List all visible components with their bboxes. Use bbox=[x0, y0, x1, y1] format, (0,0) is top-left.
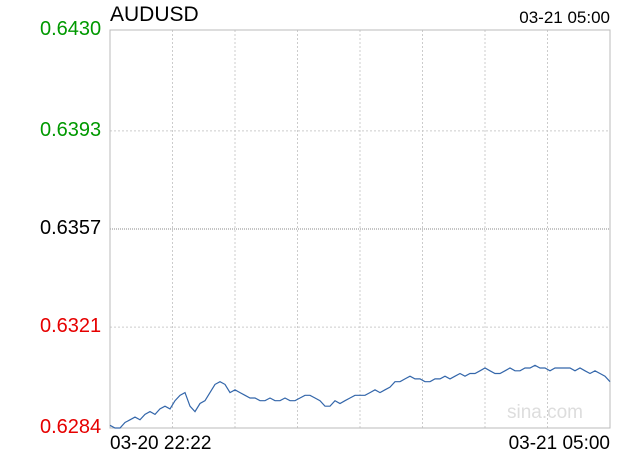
price-line-series bbox=[109, 364, 611, 429]
y-tick-label: 0.6357 bbox=[40, 217, 102, 239]
y-tick-label: 0.6284 bbox=[40, 416, 102, 438]
y-tick-label: 0.6321 bbox=[40, 315, 102, 338]
y-tick-label: 0.6393 bbox=[40, 118, 102, 141]
x-axis-start-label: 03-20 22:22 bbox=[110, 433, 212, 454]
sina-watermark: sina.com bbox=[507, 402, 583, 423]
chart-title: AUDUSD bbox=[110, 3, 199, 26]
chart-frame bbox=[109, 29, 611, 429]
y-tick-label: 0.6430 bbox=[40, 18, 102, 40]
x-axis-end-label: 03-21 05:00 bbox=[508, 433, 610, 454]
current-timestamp: 03-21 05:00 bbox=[519, 8, 610, 27]
plot-border bbox=[109, 29, 611, 429]
chart-grid bbox=[110, 30, 610, 428]
